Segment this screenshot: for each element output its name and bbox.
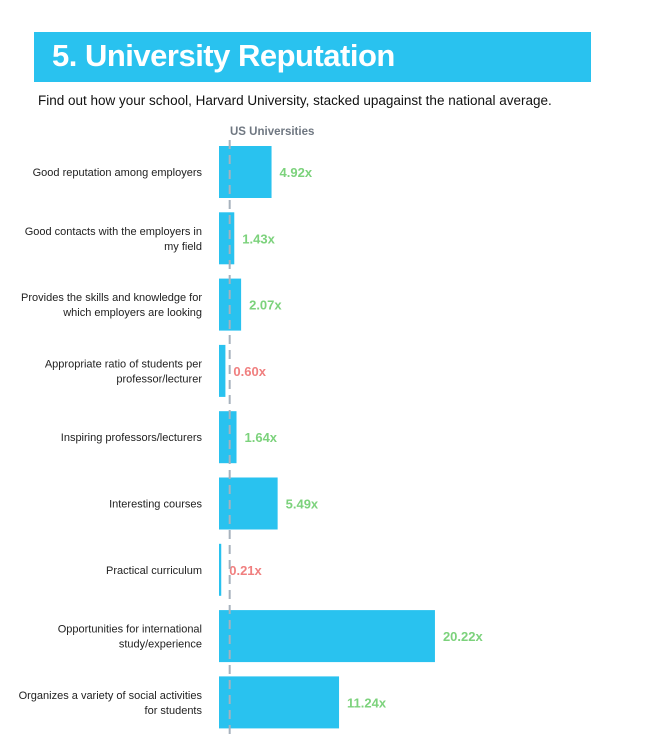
bar-4 [219,344,226,397]
value-label-4: 0.60x [233,364,266,379]
category-label-3-line-2: which employers are looking [62,307,202,319]
category-label-9-line-2: for students [145,705,203,717]
category-label-4-line-2: professor/lecturer [116,373,202,385]
category-label-5: Inspiring professors/lecturers [61,432,203,444]
category-label-6: Interesting courses [109,499,202,511]
value-label-2: 1.43x [242,231,275,246]
series-label: US Universities [230,126,314,138]
category-label-2-line-1: Good contacts with the employers in [25,226,202,238]
bar-2 [219,212,235,265]
value-label-5: 1.64x [245,430,278,445]
bar-5 [219,411,237,464]
value-label-7: 0.21x [229,563,262,578]
header-bar [34,32,591,82]
bar-3 [219,278,242,331]
category-label-7: Practical curriculum [106,565,202,577]
page-subtitle: Find out how your school, Harvard Univer… [38,93,552,108]
bar-7 [219,543,222,596]
value-label-6: 5.49x [286,497,319,512]
category-label-3-line-1: Provides the skills and knowledge for [21,292,202,304]
category-label-9-line-1: Organizes a variety of social activities [19,690,203,702]
value-label-8: 20.22x [443,629,484,644]
page-title: 5. University Reputation [52,38,395,73]
bar-1 [219,146,272,198]
bar-9 [219,676,340,729]
value-label-3: 2.07x [249,298,282,313]
bar-6 [219,477,278,530]
category-label-2-line-2: my field [164,241,202,253]
bar-8 [219,610,435,663]
category-label-8-line-2: study/experience [119,639,202,651]
category-label-4-line-1: Appropriate ratio of students per [45,358,202,370]
category-label-1: Good reputation among employers [33,167,203,179]
value-label-1: 4.92x [280,165,313,180]
value-label-9: 11.24x [347,695,387,710]
category-label-8-line-1: Opportunities for international [58,624,202,636]
